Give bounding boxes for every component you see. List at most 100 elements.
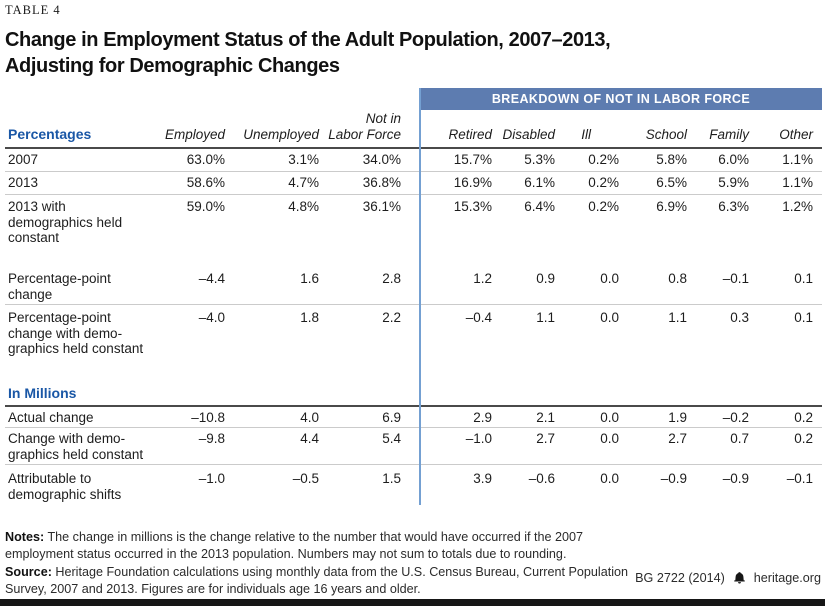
cell-value: 0.2% <box>588 175 619 190</box>
col-header-disabled: Disabled <box>502 126 555 142</box>
cell-value: 4.7% <box>288 175 319 190</box>
cell-value: 6.9% <box>656 199 687 214</box>
cell-value: 1.8 <box>300 310 319 325</box>
col-header-not-in-labor-force: Not in Labor Force <box>328 111 401 142</box>
cell-value: 4.4 <box>300 431 319 446</box>
cell-value: 0.0 <box>600 271 619 286</box>
row-label: Percentage-point change <box>8 271 111 302</box>
row-label: 2013 with demographics held constant <box>8 199 123 245</box>
cell-value: 2.2 <box>382 310 401 325</box>
group-header-band: BREAKDOWN OF NOT IN LABOR FORCE <box>420 88 822 110</box>
row-label: 2013 <box>8 175 39 190</box>
cell-value: –0.2 <box>722 410 749 425</box>
cell-value: 1.9 <box>668 410 687 425</box>
notes-text: The change in millions is the change rel… <box>5 530 584 562</box>
cell-value: 4.8% <box>288 199 319 214</box>
footer: BG 2722 (2014) heritage.org <box>635 571 821 585</box>
cell-value: –0.5 <box>292 471 319 486</box>
section-header-in-millions-label: In Millions <box>8 385 77 401</box>
cell-value: 1.1% <box>782 175 813 190</box>
cell-value: 6.0% <box>718 152 749 167</box>
table-row-2007: 2007 63.0% 3.1% 34.0% 15.7% 5.3% 0.2% 5.8% 6.0% 1… <box>5 149 822 172</box>
row-label: Actual change <box>8 410 94 425</box>
doc-id: BG 2722 (2014) <box>635 571 725 585</box>
cell-value: 0.1 <box>794 271 813 286</box>
table-row-2013-demographics-constant: 2013 with demographics held constant 59.0… <box>5 195 822 265</box>
cell-value: –1.0 <box>198 471 225 486</box>
source-paragraph: Source: Heritage Foundation calculations… <box>5 564 647 599</box>
cell-value: 0.0 <box>600 310 619 325</box>
cell-value: –0.9 <box>722 471 749 486</box>
cell-value: –10.8 <box>191 410 225 425</box>
cell-value: –0.1 <box>786 471 813 486</box>
cell-value: 0.0 <box>600 471 619 486</box>
row-label: Attributable to demographic shifts <box>8 471 122 502</box>
column-group-divider <box>419 88 421 505</box>
cell-value: 6.4% <box>524 199 555 214</box>
col-header-school: School <box>645 126 687 142</box>
cell-value: 2.1 <box>536 410 555 425</box>
column-divider-space <box>403 142 429 147</box>
cell-value: –1.0 <box>465 431 492 446</box>
cell-value: 6.1% <box>524 175 555 190</box>
cell-value: 36.8% <box>362 175 401 190</box>
table-number-label: TABLE 4 <box>5 3 61 17</box>
cell-value: –9.8 <box>198 431 225 446</box>
table-row-pp-change: Percentage-point change –4.4 1.6 2.8 1.2 0.9 0… <box>5 265 822 305</box>
cell-value: 34.0% <box>362 152 401 167</box>
cell-value: –4.0 <box>198 310 225 325</box>
cell-value: –0.1 <box>722 271 749 286</box>
cell-value: 15.7% <box>453 152 492 167</box>
notes-paragraph: Notes: The change in millions is the cha… <box>5 529 647 564</box>
cell-value: 0.0 <box>600 431 619 446</box>
col-header-family: Family <box>709 126 749 142</box>
cell-value: 0.2 <box>794 431 813 446</box>
cell-value: 0.7 <box>730 431 749 446</box>
cell-value: 1.1% <box>782 152 813 167</box>
cell-value: 5.4 <box>382 431 401 446</box>
cell-value: 1.1 <box>668 310 687 325</box>
cell-value: 1.2% <box>782 199 813 214</box>
cell-value: 0.0 <box>600 410 619 425</box>
cell-value: 16.9% <box>453 175 492 190</box>
cell-value: 3.9 <box>473 471 492 486</box>
cell-value: 6.3% <box>718 199 749 214</box>
cell-value: 4.0 <box>300 410 319 425</box>
cell-value: 5.9% <box>718 175 749 190</box>
cell-value: –0.6 <box>528 471 555 486</box>
cell-value: 5.3% <box>524 152 555 167</box>
row-label: 2007 <box>8 152 39 167</box>
table-row-pp-change-demographics-constant: Percentage-point change with demo-graphi… <box>5 305 822 378</box>
site-text: heritage.org <box>753 571 821 585</box>
cell-value: 0.2% <box>588 199 619 214</box>
table-header-row: Percentages Employed Unemployed Not in L… <box>5 88 822 149</box>
cell-value: 2.8 <box>382 271 401 286</box>
cell-value: 5.8% <box>656 152 687 167</box>
table-row-2013: 2013 58.6% 4.7% 36.8% 16.9% 6.1% 0.2% 6.5% 5.9% 1… <box>5 172 822 195</box>
bottom-rule-bar <box>0 599 825 606</box>
cell-value: 6.5% <box>656 175 687 190</box>
cell-value: 0.3 <box>730 310 749 325</box>
cell-value: 0.8 <box>668 271 687 286</box>
heritage-bell-icon <box>734 572 745 584</box>
cell-value: 0.1 <box>794 310 813 325</box>
page-title: Change in Employment Status of the Adult… <box>5 29 611 77</box>
cell-value: –0.9 <box>660 471 687 486</box>
cell-value: 0.9 <box>536 271 555 286</box>
cell-value: 36.1% <box>362 199 401 214</box>
cell-value: 0.2% <box>588 152 619 167</box>
cell-value: 1.2 <box>473 271 492 286</box>
source-label: Source: <box>5 564 52 579</box>
cell-value: 63.0% <box>186 152 225 167</box>
section-header-percentages: Percentages <box>8 125 92 142</box>
cell-value: 1.6 <box>300 271 319 286</box>
cell-value: 6.9 <box>382 410 401 425</box>
row-label: Change with demo-graphics held constant <box>8 431 144 462</box>
cell-value: 59.0% <box>186 199 225 214</box>
cell-value: 3.1% <box>288 152 319 167</box>
cell-value: 1.1 <box>536 310 555 325</box>
notes-label: Notes: <box>5 530 45 544</box>
cell-value: 58.6% <box>186 175 225 190</box>
notes-block: Notes: The change in millions is the cha… <box>5 529 647 598</box>
